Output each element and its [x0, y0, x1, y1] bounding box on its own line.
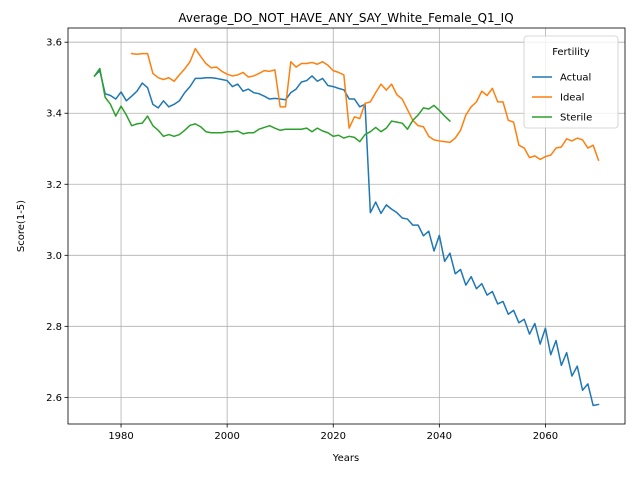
legend-title: Fertility [552, 47, 590, 58]
x-tick-label: 2020 [321, 431, 346, 442]
series-line-sterile [93, 67, 452, 143]
y-tick-label: 3.4 [46, 109, 62, 120]
y-tick-label: 2.6 [46, 393, 62, 404]
x-axis-label: Years [332, 453, 359, 464]
legend-label-actual: Actual [560, 73, 591, 84]
legend: Fertility Actual Ideal Sterile [523, 35, 619, 129]
y-tick-label: 2.8 [46, 322, 62, 333]
x-tick-label: 2040 [427, 431, 452, 442]
x-tick-label: 1980 [108, 431, 133, 442]
x-tick-label: 2060 [533, 431, 558, 442]
x-tick-label: 2000 [214, 431, 239, 442]
legend-box [523, 35, 619, 129]
y-tick-label: 3.0 [46, 251, 62, 262]
plot-frame [67, 27, 626, 425]
series-line-ideal [130, 47, 600, 162]
y-axis-ticks: 2.6 2.8 3.0 3.2 3.4 3.6 [46, 38, 68, 404]
chart-title: Average_DO_NOT_HAVE_ANY_SAY_White_Female… [178, 11, 513, 25]
legend-items: Actual Ideal Sterile [532, 73, 592, 124]
x-axis-ticks: 1980 2000 2020 2040 2060 [108, 424, 558, 442]
legend-label-ideal: Ideal [560, 93, 584, 104]
legend-label-sterile: Sterile [560, 113, 592, 124]
y-axis-label: Score(1-5) [16, 200, 27, 252]
y-tick-label: 3.2 [46, 180, 62, 191]
y-tick-label: 3.6 [46, 38, 62, 49]
series-lines [93, 47, 600, 407]
